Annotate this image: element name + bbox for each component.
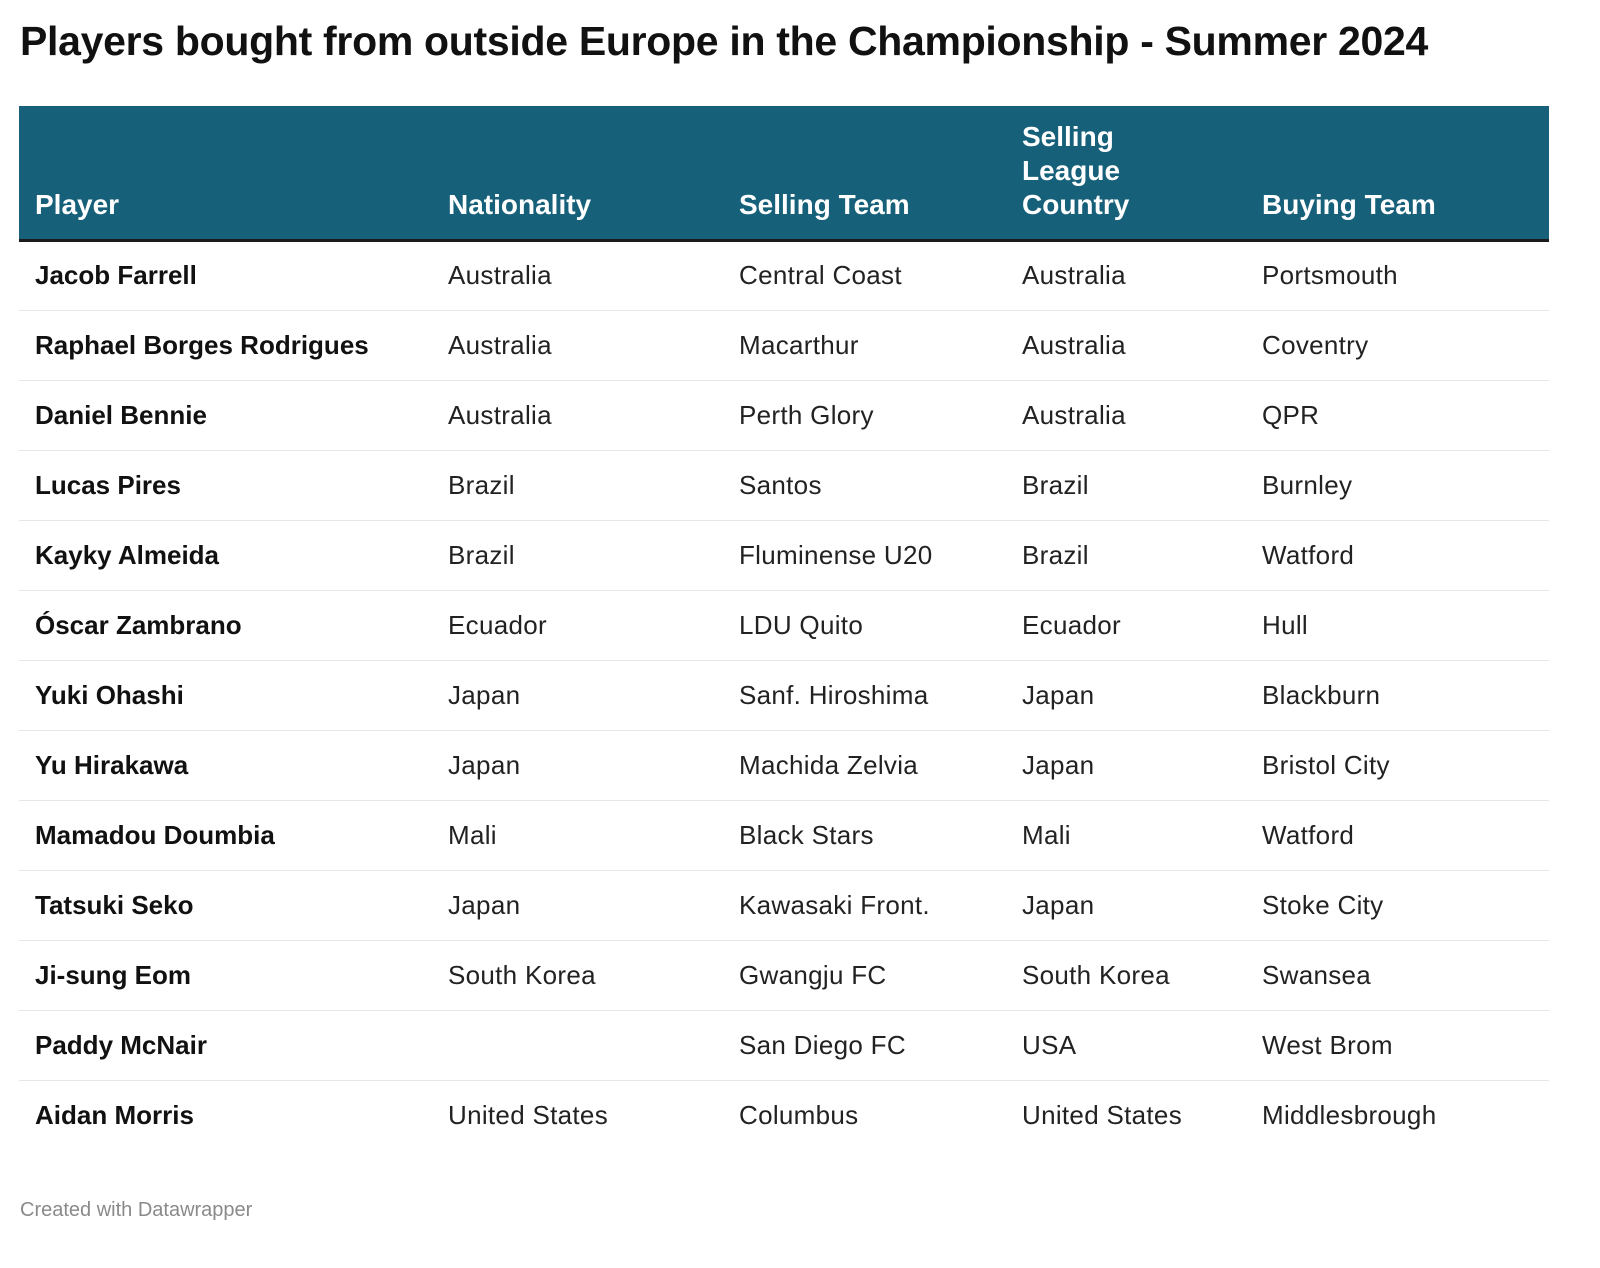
cell-buying-team: Watford bbox=[1262, 819, 1355, 850]
cell-player: Aidan Morris bbox=[35, 1099, 194, 1130]
table-row: Raphael Borges Rodrigues Australia Macarth… bbox=[19, 310, 1549, 380]
table-row: Yuki Ohashi Japan Sanf. Hiroshima Japan Blac… bbox=[19, 660, 1549, 730]
cell-player: Yu Hirakawa bbox=[35, 749, 189, 780]
header-row: Player Nationality Selling Team Selling … bbox=[19, 106, 1549, 242]
cell-buying-team: Coventry bbox=[1262, 329, 1369, 360]
cell-buying-team: Stoke City bbox=[1262, 889, 1384, 920]
table-header: Player Nationality Selling Team Selling … bbox=[19, 106, 1549, 242]
table-row: Lucas Pires Brazil Santos Brazil Burnley bbox=[19, 450, 1549, 520]
cell-buying-team: Middlesbrough bbox=[1262, 1099, 1437, 1130]
cell-player: Lucas Pires bbox=[35, 469, 181, 500]
credit-footer: Created with Datawrapper bbox=[20, 1199, 253, 1221]
table-row: Daniel Bennie Australia Perth Glory Austral… bbox=[19, 380, 1549, 450]
table-row: Jacob Farrell Australia Central Coast Austr… bbox=[19, 240, 1549, 310]
column-header-selling-team[interactable]: Selling Team bbox=[723, 106, 1006, 242]
cell-player: Tatsuki Seko bbox=[35, 889, 194, 920]
cell-selling-team: San Diego FC bbox=[739, 1029, 906, 1060]
cell-selling-team: Machida Zelvia bbox=[739, 749, 919, 780]
column-header-player[interactable]: Player bbox=[19, 106, 432, 242]
cell-buying-team: Blackburn bbox=[1262, 679, 1381, 710]
cell-selling-league-country: Australia bbox=[1022, 399, 1126, 430]
table-body: Jacob Farrell Australia Central Coast Austr… bbox=[19, 240, 1549, 1150]
chart-title: Players bought from outside Europe in th… bbox=[20, 18, 1428, 64]
cell-selling-team: Perth Glory bbox=[739, 399, 874, 430]
cell-player: Jacob Farrell bbox=[35, 260, 197, 290]
table-row: Aidan Morris United States Columbus United … bbox=[19, 1080, 1549, 1150]
cell-buying-team: QPR bbox=[1262, 399, 1320, 430]
cell-nationality: Japan bbox=[448, 679, 521, 710]
cell-buying-team: Swansea bbox=[1262, 959, 1372, 990]
data-table: Player Nationality Selling Team Selling … bbox=[19, 106, 1549, 1150]
cell-selling-team: Columbus bbox=[739, 1099, 859, 1130]
cell-selling-team: Santos bbox=[739, 469, 822, 500]
cell-selling-league-country: United States bbox=[1022, 1099, 1182, 1130]
cell-selling-league-country: South Korea bbox=[1022, 959, 1170, 990]
table-row: Paddy McNair San Diego FC USA West Brom bbox=[19, 1010, 1549, 1080]
cell-selling-league-country: Brazil bbox=[1022, 539, 1089, 570]
cell-nationality: Japan bbox=[448, 889, 521, 920]
cell-player: Kayky Almeida bbox=[35, 539, 220, 570]
cell-buying-team: Burnley bbox=[1262, 469, 1353, 500]
cell-nationality: Australia bbox=[448, 399, 552, 430]
cell-selling-team: Kawasaki Front. bbox=[739, 889, 930, 920]
column-header-nationality[interactable]: Nationality bbox=[432, 106, 723, 242]
column-header-selling-league-country[interactable]: Selling League Country bbox=[1006, 106, 1246, 242]
cell-nationality: Brazil bbox=[448, 469, 515, 500]
cell-selling-league-country: Japan bbox=[1022, 889, 1095, 920]
cell-selling-team: Sanf. Hiroshima bbox=[739, 679, 929, 710]
table-row: Mamadou Doumbia Mali Black Stars Mali Watfor… bbox=[19, 800, 1549, 870]
cell-buying-team: West Brom bbox=[1262, 1029, 1393, 1060]
cell-player: Ji-sung Eom bbox=[35, 959, 192, 990]
cell-selling-team: Central Coast bbox=[739, 260, 902, 290]
cell-selling-league-country: USA bbox=[1022, 1029, 1077, 1060]
cell-nationality: Ecuador bbox=[448, 609, 547, 640]
cell-selling-league-country: Australia bbox=[1022, 260, 1126, 290]
table-row: Yu Hirakawa Japan Machida Zelvia Japan Brist… bbox=[19, 730, 1549, 800]
cell-selling-team: Macarthur bbox=[739, 329, 859, 360]
cell-buying-team: Portsmouth bbox=[1262, 260, 1398, 290]
cell-nationality: Mali bbox=[448, 819, 497, 850]
cell-selling-team: Black Stars bbox=[739, 819, 874, 850]
cell-buying-team: Hull bbox=[1262, 609, 1308, 640]
cell-selling-league-country: Japan bbox=[1022, 749, 1095, 780]
cell-selling-team: Fluminense U20 bbox=[739, 539, 933, 570]
cell-nationality: South Korea bbox=[448, 959, 596, 990]
table-row: Kayky Almeida Brazil Fluminense U20 Brazil W… bbox=[19, 520, 1549, 590]
cell-player: Raphael Borges Rodrigues bbox=[35, 329, 369, 360]
cell-player: Mamadou Doumbia bbox=[35, 819, 275, 850]
cell-buying-team: Watford bbox=[1262, 539, 1355, 570]
cell-selling-league-country: Brazil bbox=[1022, 469, 1089, 500]
cell-player: Yuki Ohashi bbox=[35, 679, 184, 710]
cell-player: Óscar Zambrano bbox=[35, 609, 242, 640]
cell-selling-league-country: Ecuador bbox=[1022, 609, 1121, 640]
cell-nationality bbox=[432, 1010, 723, 1080]
cell-nationality: Australia bbox=[448, 329, 552, 360]
cell-selling-team: LDU Quito bbox=[739, 609, 864, 640]
cell-player: Daniel Bennie bbox=[35, 399, 207, 430]
table-row: Tatsuki Seko Japan Kawasaki Front. Japan Sto… bbox=[19, 870, 1549, 940]
column-header-buying-team[interactable]: Buying Team bbox=[1246, 106, 1549, 242]
cell-nationality: Japan bbox=[448, 749, 521, 780]
cell-player: Paddy McNair bbox=[35, 1029, 207, 1060]
cell-nationality: United States bbox=[448, 1099, 608, 1130]
cell-nationality: Brazil bbox=[448, 539, 515, 570]
cell-nationality: Australia bbox=[448, 260, 552, 290]
cell-selling-league-country: Japan bbox=[1022, 679, 1095, 710]
cell-buying-team: Bristol City bbox=[1262, 749, 1390, 780]
cell-selling-league-country: Mali bbox=[1022, 819, 1071, 850]
cell-selling-league-country: Australia bbox=[1022, 329, 1126, 360]
table-row: Óscar Zambrano Ecuador LDU Quito Ecuador Hul… bbox=[19, 590, 1549, 660]
table-row: Ji-sung Eom South Korea Gwangju FC South Ko… bbox=[19, 940, 1549, 1010]
cell-selling-team: Gwangju FC bbox=[739, 959, 887, 990]
